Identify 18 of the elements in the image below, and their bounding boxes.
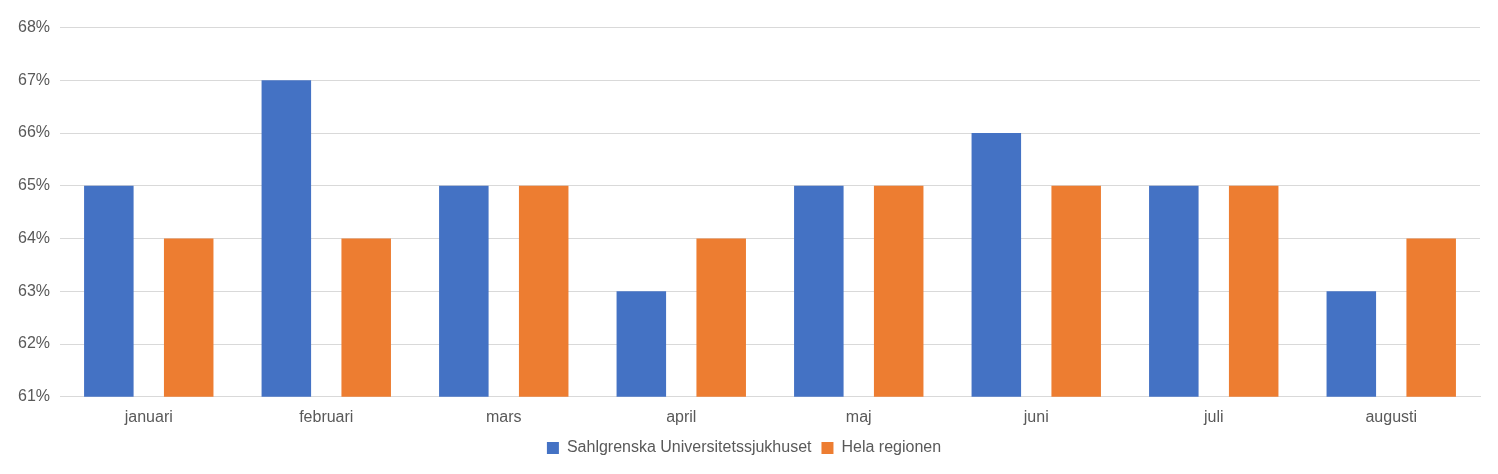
x-tick-label: augusti <box>1365 407 1418 425</box>
y-tick-label: 65% <box>17 176 51 194</box>
x-tick-label: februari <box>299 407 354 425</box>
x-tick-label: januari <box>123 407 173 425</box>
y-tick-label: 63% <box>17 281 51 299</box>
y-tick-label: 68% <box>17 18 51 36</box>
legend-label: Hela regionen <box>841 438 942 456</box>
x-tick-label: april <box>666 407 697 425</box>
y-tick-label: 66% <box>17 123 51 141</box>
x-tick-label: maj <box>845 407 872 425</box>
legend-label: Sahlgrenska Universitetssjukhuset <box>566 438 813 456</box>
y-tick-label: 62% <box>17 334 51 352</box>
x-tick-label: mars <box>485 407 522 425</box>
y-tick-label: 67% <box>17 70 51 88</box>
x-tick-label: juni <box>1022 407 1049 425</box>
y-tick-label: 64% <box>17 228 51 246</box>
x-tick-label: juli <box>1202 407 1224 425</box>
y-tick-label: 61% <box>17 387 51 405</box>
